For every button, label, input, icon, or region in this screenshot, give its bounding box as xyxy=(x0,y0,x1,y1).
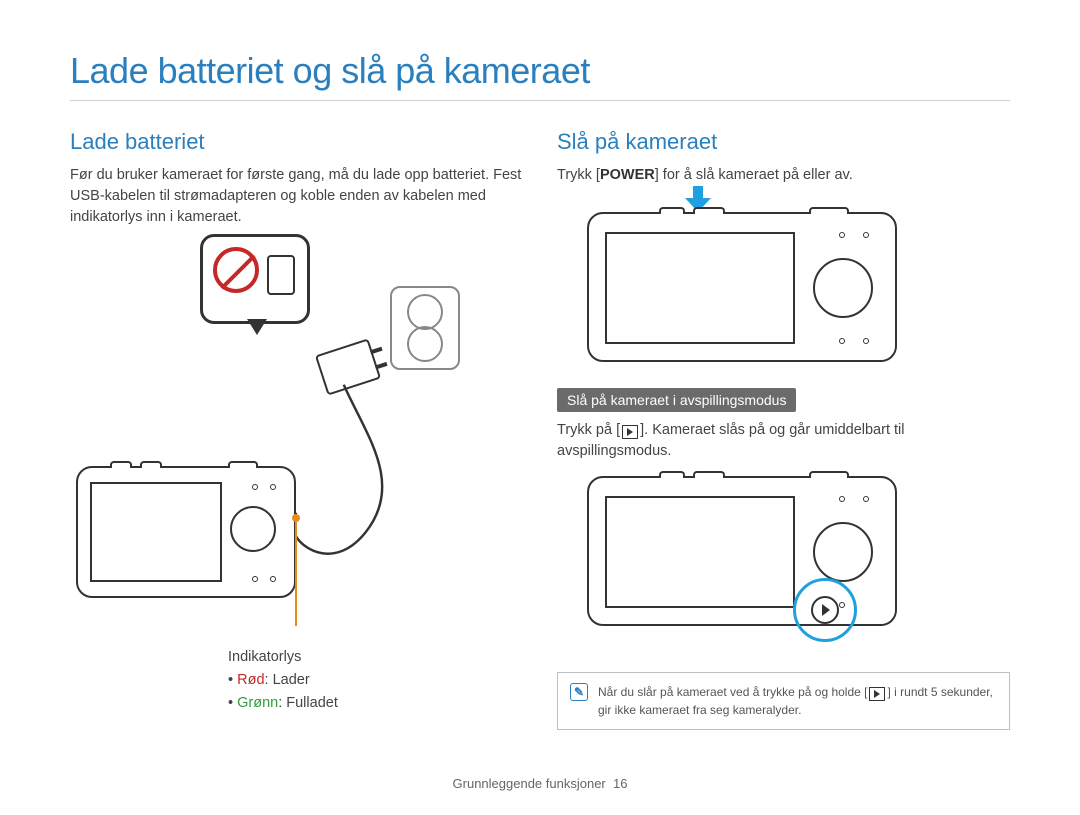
indicator-color-green: Grønn xyxy=(237,695,278,711)
note-box: ✎ Når du slår på kameraet ved å trykke p… xyxy=(557,672,1010,730)
note-text: Når du slår på kameraet ved å trykke på … xyxy=(598,683,997,719)
poweron-paragraph: Trykk [POWER] for å slå kameraet på elle… xyxy=(557,165,1010,186)
wall-outlet-icon xyxy=(390,286,460,370)
playback-icon xyxy=(869,687,885,701)
playback-illustration xyxy=(557,468,1010,648)
power-adapter-icon xyxy=(315,338,381,395)
indicator-legend: Indikatorlys • Rød: Lader • Grønn: Fulla… xyxy=(228,646,523,716)
playback-paragraph: Trykk på []. Kameraet slås på og går umi… xyxy=(557,420,1010,462)
power-keyword: POWER xyxy=(600,167,655,183)
page-footer: Grunnleggende funksjoner 16 xyxy=(0,776,1080,791)
usb-plug-mini-icon xyxy=(267,255,295,295)
indicator-item-green: • Grønn: Fulladet xyxy=(228,692,523,715)
heading-charge: Lade batteriet xyxy=(70,129,523,155)
playback-button-icon xyxy=(811,596,839,624)
do-not-connect-bubble xyxy=(200,234,310,324)
col-left: Lade batteriet Før du bruker kameraet fo… xyxy=(70,129,523,730)
indicator-pointer-line xyxy=(295,520,297,626)
playback-icon xyxy=(622,425,638,439)
indicator-item-red: • Rød: Lader xyxy=(228,669,523,692)
playback-mode-banner: Slå på kameraet i avspillingsmodus xyxy=(557,388,796,412)
indicator-after-green: : Fulladet xyxy=(278,695,338,711)
poweron-illustration xyxy=(557,190,1010,370)
indicator-color-red: Rød xyxy=(237,672,264,688)
charge-paragraph: Før du bruker kameraet for første gang, … xyxy=(70,165,523,228)
camera-back-icon xyxy=(587,212,897,362)
prohibited-icon xyxy=(213,247,259,293)
indicator-legend-title: Indikatorlys xyxy=(228,646,523,669)
camera-back-icon xyxy=(76,466,296,598)
charge-illustration xyxy=(70,234,523,634)
col-right: Slå på kameraet Trykk [POWER] for å slå … xyxy=(557,129,1010,730)
footer-page-number: 16 xyxy=(613,776,627,791)
indicator-after-red: : Lader xyxy=(265,672,310,688)
footer-section-label: Grunnleggende funksjoner xyxy=(453,776,606,791)
note-icon: ✎ xyxy=(570,683,588,701)
page-title: Lade batteriet og slå på kameraet xyxy=(70,50,1010,101)
heading-poweron: Slå på kameraet xyxy=(557,129,1010,155)
two-column-layout: Lade batteriet Før du bruker kameraet fo… xyxy=(70,129,1010,730)
